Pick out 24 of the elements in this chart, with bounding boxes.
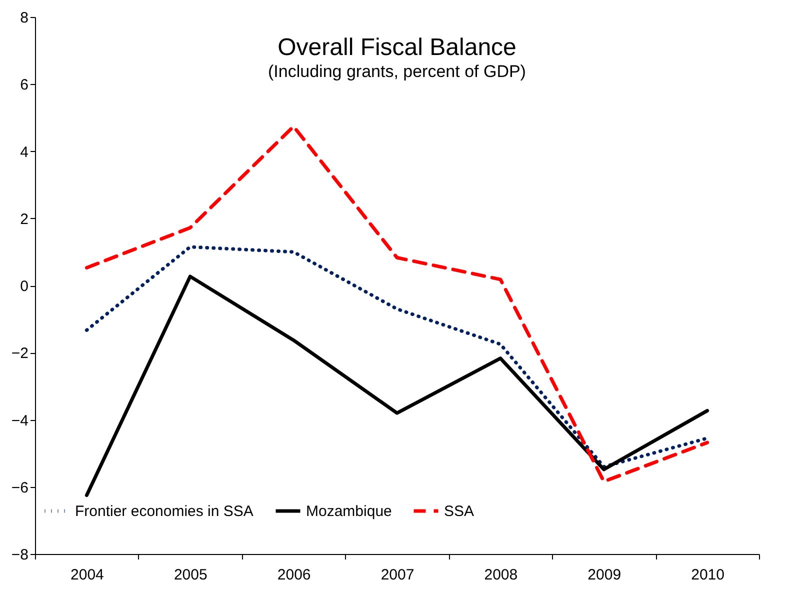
y-tick-label: 4 (20, 144, 28, 161)
y-tick-label: −6 (11, 479, 28, 496)
x-tick-label: 2008 (484, 566, 518, 584)
x-tick-label: 2007 (380, 566, 414, 584)
text: Overall Fiscal Balance (278, 34, 516, 61)
x-tick-label: 2009 (588, 566, 622, 584)
y-tick-label: 6 (20, 76, 28, 94)
line-series (84, 124, 710, 484)
line-series (84, 274, 710, 498)
text: (Including grants, percent of GDP) (268, 62, 526, 81)
line-series (84, 245, 710, 468)
x-tick-label: 2005 (174, 566, 208, 584)
y-tick-label: 8 (20, 10, 28, 26)
legend-label: Frontier economies in SSA (75, 503, 254, 520)
y-tick-label: 2 (20, 210, 28, 228)
y-tick-label: 0 (20, 278, 28, 295)
y-tick-label: −4 (11, 412, 28, 430)
x-tick-label: 2006 (277, 566, 311, 584)
x-tick-label: 2010 (691, 566, 724, 584)
legend-label: SSA (444, 503, 474, 520)
legend-label: Mozambique (306, 503, 392, 520)
y-tick-label: −8 (11, 546, 28, 564)
x-tick-label: 2004 (70, 566, 104, 584)
y-tick-label: −2 (11, 345, 28, 362)
